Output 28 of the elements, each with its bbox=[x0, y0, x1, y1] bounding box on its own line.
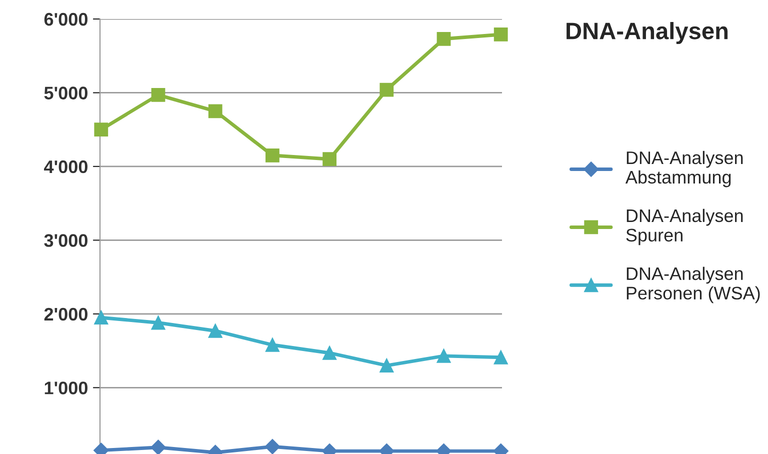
point bbox=[151, 88, 166, 102]
legend-label: DNA-Analysen Spuren bbox=[626, 208, 743, 246]
point bbox=[436, 32, 451, 46]
point bbox=[494, 28, 508, 42]
point bbox=[494, 350, 508, 364]
point bbox=[94, 310, 108, 325]
point bbox=[208, 324, 222, 338]
point bbox=[151, 316, 166, 330]
text: DNA-Analysen bbox=[566, 22, 728, 44]
point bbox=[150, 440, 166, 454]
y-tick-label: 1'000 bbox=[44, 382, 88, 394]
y-tick-label: 5'000 bbox=[44, 86, 88, 100]
point bbox=[322, 346, 336, 360]
point bbox=[322, 152, 336, 166]
point bbox=[380, 358, 394, 372]
point bbox=[436, 348, 451, 363]
y-tick-label: 6'000 bbox=[44, 12, 88, 26]
legend-label: DNA-Analysen Personen (WSA) bbox=[626, 266, 760, 304]
legend-label: DNA-Analysen Abstammung bbox=[625, 150, 743, 188]
point bbox=[380, 82, 394, 97]
point bbox=[94, 122, 108, 137]
point bbox=[208, 104, 222, 118]
y-tick-label: 4'000 bbox=[44, 160, 88, 174]
y-tick-label: 3'000 bbox=[44, 234, 88, 247]
point bbox=[264, 439, 280, 454]
point bbox=[266, 148, 280, 162]
y-tick-label: 2'000 bbox=[44, 308, 88, 321]
point bbox=[266, 338, 280, 352]
